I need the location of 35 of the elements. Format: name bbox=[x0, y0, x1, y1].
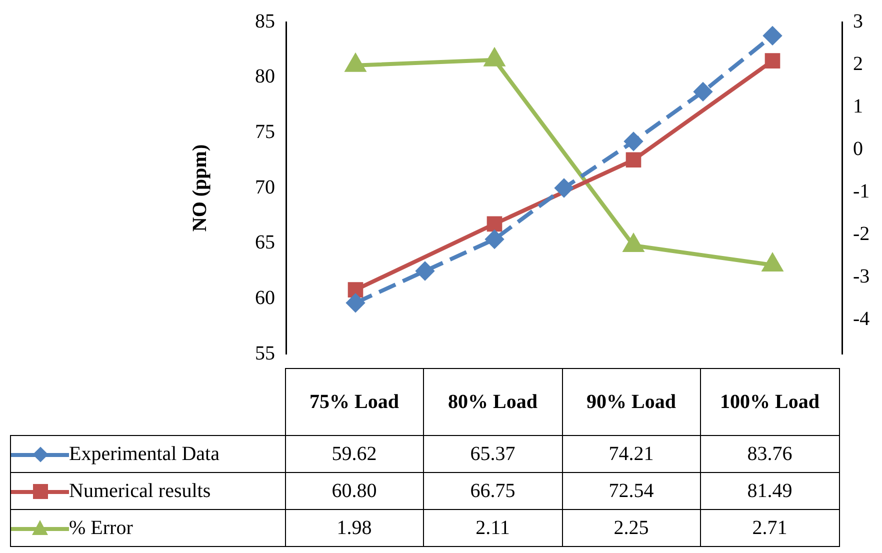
text: 1.98 bbox=[285, 510, 424, 546]
y-axis-title: NO (ppm) bbox=[189, 144, 212, 232]
legend-label: % Error bbox=[10, 510, 285, 546]
y2-tick-label: 0 bbox=[853, 138, 863, 160]
data-label: 66.75 bbox=[424, 472, 562, 510]
legend-label: Numerical results bbox=[10, 472, 285, 510]
x-tick-label: 100% Load bbox=[700, 368, 839, 436]
data-label: 83.76 bbox=[700, 436, 839, 472]
y2-tick-label: 1 bbox=[853, 95, 863, 118]
data-label: 65.37 bbox=[424, 436, 562, 472]
data-label: 59.62 bbox=[285, 436, 424, 472]
y2-tick-label: -3 bbox=[853, 266, 870, 288]
y-tick-label: 65 bbox=[255, 232, 275, 254]
y-tick-label: 55 bbox=[255, 342, 275, 364]
y2-tick-label: -4 bbox=[853, 308, 870, 330]
x-tick-label: 90% Load bbox=[562, 368, 700, 436]
x-tick-label: 80% Load bbox=[424, 368, 562, 436]
y2-tick-label: -1 bbox=[853, 180, 870, 203]
x-tick-label: 75% Load bbox=[285, 368, 424, 436]
text: 2.25 bbox=[562, 510, 700, 546]
y2-tick-label: -2 bbox=[853, 223, 870, 246]
y-tick-label: 75 bbox=[255, 120, 275, 143]
legend-label: Experimental Data bbox=[10, 436, 285, 472]
y-tick-label: 60 bbox=[255, 286, 275, 309]
y2-tick-label: 2 bbox=[853, 52, 863, 75]
y-tick-label: 85 bbox=[255, 10, 275, 32]
y2-tick-label: 3 bbox=[853, 10, 863, 32]
text: 2.71 bbox=[700, 510, 839, 546]
y-tick-label: 70 bbox=[255, 176, 275, 198]
data-label: 72.54 bbox=[562, 472, 700, 510]
data-label: 74.21 bbox=[562, 436, 700, 472]
data-label: 81.49 bbox=[700, 472, 839, 510]
text: 2.11 bbox=[424, 510, 562, 546]
y-tick-label: 80 bbox=[255, 66, 275, 88]
data-label: 60.80 bbox=[285, 472, 424, 510]
